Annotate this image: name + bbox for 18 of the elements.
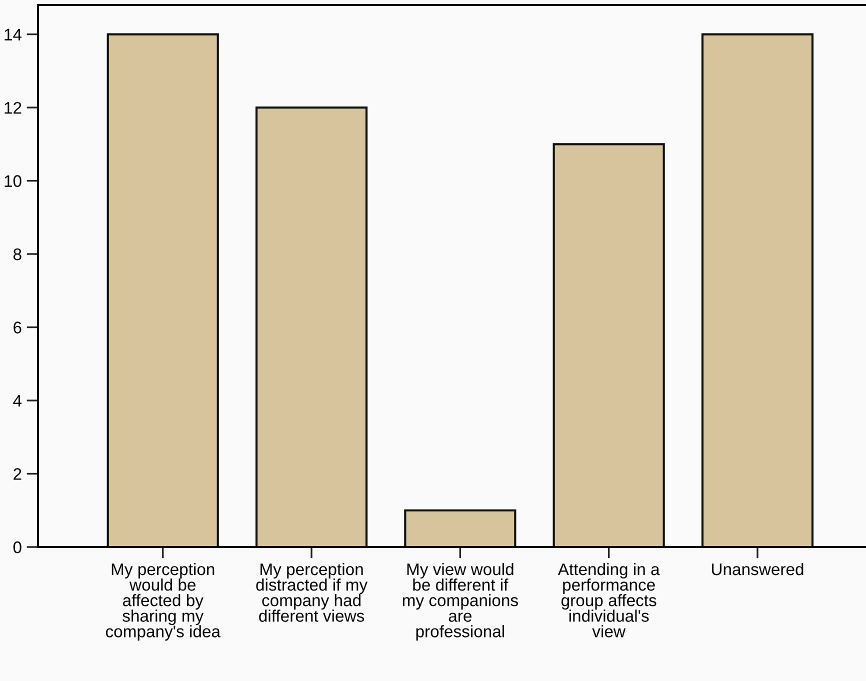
y-tick-label: 4 bbox=[13, 395, 22, 407]
x-tick-label: My perception distracted if my company had different views bbox=[256, 562, 368, 622]
x-tick-label: Unanswered bbox=[712, 562, 804, 576]
bar bbox=[701, 33, 814, 547]
bar bbox=[106, 33, 219, 547]
bar bbox=[552, 143, 665, 547]
y-tick-label: 8 bbox=[13, 248, 22, 260]
y-tick-label: 12 bbox=[4, 102, 22, 114]
bar bbox=[404, 509, 516, 547]
y-tick-label: 0 bbox=[13, 541, 22, 554]
y-tick-label: 2 bbox=[14, 468, 22, 480]
bar bbox=[255, 106, 368, 547]
y-tick-label: 10 bbox=[4, 175, 22, 187]
y-tick-label: 14 bbox=[4, 28, 22, 40]
x-tick-label: My view would be different if my companions are professional bbox=[402, 562, 518, 641]
y-tick-label: 6 bbox=[14, 322, 22, 334]
x-tick-label: My perception would be affected by sharing my company's idea bbox=[106, 562, 221, 641]
x-tick-label: Attending in a performance group affects individual's view bbox=[558, 562, 660, 638]
